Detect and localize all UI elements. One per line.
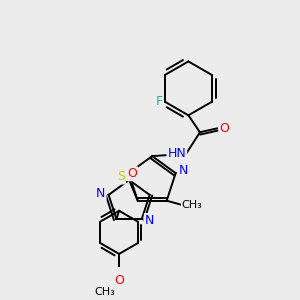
Text: O: O — [127, 167, 137, 180]
Text: HN: HN — [167, 147, 186, 160]
Text: CH₃: CH₃ — [95, 287, 116, 297]
Text: N: N — [96, 187, 106, 200]
Text: N: N — [179, 164, 188, 177]
Text: O: O — [220, 122, 230, 135]
Text: O: O — [114, 274, 124, 286]
Text: F: F — [155, 95, 163, 108]
Text: S: S — [117, 170, 125, 184]
Text: CH₃: CH₃ — [182, 200, 202, 209]
Text: N: N — [145, 214, 154, 227]
